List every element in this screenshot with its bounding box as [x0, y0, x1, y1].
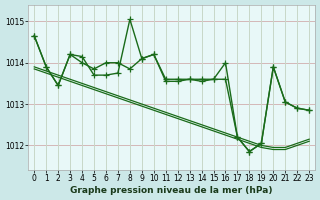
X-axis label: Graphe pression niveau de la mer (hPa): Graphe pression niveau de la mer (hPa) — [70, 186, 273, 195]
